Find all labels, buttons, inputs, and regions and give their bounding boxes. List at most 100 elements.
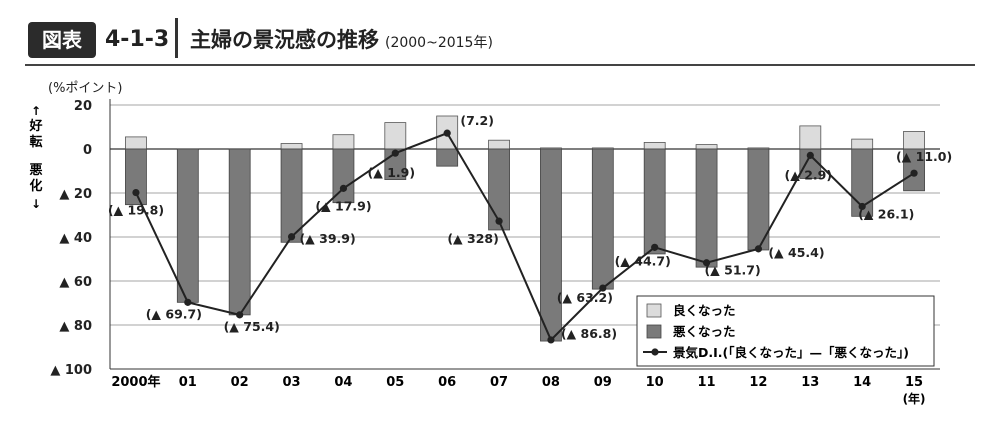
bar-bad [228,148,251,316]
y-tick-label: ▲ 20 [59,187,92,202]
y-tick-label: ▲ 40 [59,231,92,246]
figure-badge: 図表 [28,22,96,58]
bar-bad [540,148,562,342]
bar-good [643,142,666,150]
bar-bad [436,148,459,167]
figure-number: 4-1-3 [105,27,170,52]
data-label: (▲ 44.7) [615,253,671,268]
x-tick-label: 01 [179,375,197,390]
side-label-down-char: 悪 [29,163,42,178]
y-tick-label: 0 [83,143,92,158]
data-label: (▲ 1.9) [368,165,416,180]
data-label: (▲ 328) [447,231,498,246]
side-label-up-char: 好 [28,118,42,134]
x-tick-label: 11 [698,375,716,390]
bar-good [903,131,925,150]
di-point [702,259,711,267]
bar-bad [591,148,614,290]
legend-label-bad: 悪くなった [673,324,736,339]
di-point [132,188,140,197]
di-point [391,149,399,157]
data-label: (▲ 17.9) [315,198,371,213]
data-label: (▲ 2.9) [785,167,833,182]
y-tick-label: ▲ 60 [59,275,92,290]
data-label: (▲ 45.4) [768,245,824,260]
legend-label-di: 景気D.I.(「良くなった」—「悪くなった」) [673,345,909,360]
data-label: (▲ 11.0) [896,149,952,164]
x-tick-label: 04 [334,375,352,390]
side-label-down-char: 化 [29,178,42,194]
legend-swatch-bad [646,324,662,339]
bar-good [280,143,303,150]
di-point [754,245,763,253]
di-point [858,202,866,211]
di-point [287,233,296,241]
legend-box [636,295,935,367]
bar-bad [799,148,822,179]
bar-bad [125,148,147,206]
di-point [599,284,607,292]
title-rule [25,64,975,66]
bar-good [851,138,874,150]
bar-good [332,134,355,150]
di-point [910,169,918,177]
bar-good [384,122,407,150]
x-tick-label: 12 [749,375,767,390]
down-arrow: ↓ [31,197,41,211]
bar-bad [280,148,303,243]
side-label-up-char: 転 [29,134,42,150]
x-tick-label: 15 [905,375,923,390]
x-tick-label: 10 [646,375,664,390]
di-point [339,184,348,192]
title-divider [175,18,178,58]
di-point [806,151,814,159]
figure-subtitle: (2000~2015年) [385,35,493,51]
data-label: (▲ 69.7) [146,306,202,321]
bar-good [799,125,822,150]
x-tick-label: 2000年 [111,374,160,390]
data-label: (7.2) [460,113,494,128]
di-point [184,298,192,306]
data-label: (▲ 86.8) [561,326,617,341]
legend-swatch-good [646,303,662,318]
x-tick-label: 09 [594,375,612,390]
figure-title: 主婦の景況感の推移 (2000~2015年) [190,22,493,58]
legend-label-good: 良くなった [673,303,736,318]
di-point [495,217,503,225]
up-arrow: ↑ [31,104,41,118]
x-tick-label: 08 [542,375,560,390]
di-line [135,131,915,342]
legend-marker-di [651,348,659,356]
y-unit-label: (%ポイント) [48,81,123,96]
bar-bad [695,148,718,268]
bar-bad [176,148,199,303]
bar-bad [851,148,874,217]
bar-good [695,144,718,150]
bar-bad [332,148,355,204]
data-label: (▲ 75.4) [224,319,280,334]
x-tick-label: 13 [801,375,819,390]
y-tick-label: 20 [74,99,92,114]
di-point [547,336,555,344]
bar-bad [643,148,666,255]
bar-good [488,139,510,150]
figure-title-text: 主婦の景況感の推移 [190,28,379,52]
title-bar: 図表 4-1-3 主婦の景況感の推移 (2000~2015年) [0,0,1000,64]
x-tick-label: 02 [231,375,249,390]
data-label: (▲ 26.1) [858,206,914,221]
data-label: (▲ 51.7) [704,263,760,278]
di-point [443,129,451,137]
bar-bad [488,148,510,231]
di-point [651,243,659,251]
y-tick-label: ▲ 80 [59,319,92,334]
y-tick-label: ▲ 100 [50,363,92,378]
bar-good [125,136,147,150]
x-tick-label: 07 [490,375,508,390]
x-tick-label: 03 [283,375,301,390]
x-tick-label: 05 [386,375,404,390]
x-tick-label: 14 [853,375,871,390]
x-unit-label: (年) [903,391,926,406]
di-point [236,311,244,319]
data-label: (▲ 63.2) [557,290,613,305]
